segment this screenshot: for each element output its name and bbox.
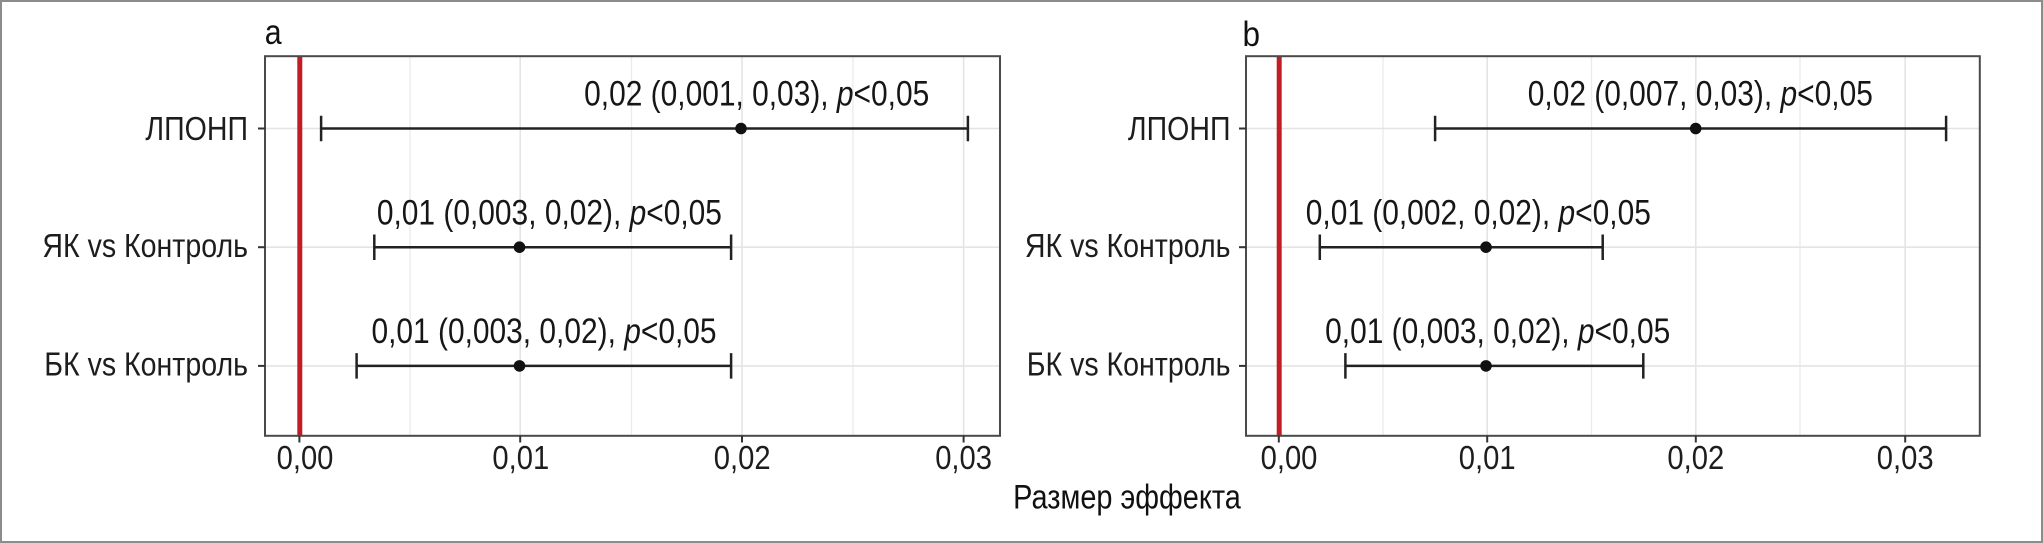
- svg-text:0,02: 0,02: [1667, 439, 1724, 476]
- svg-text:0,02 (0,007, 0,03), p<0,05: 0,02 (0,007, 0,03), p<0,05: [1528, 74, 1873, 113]
- svg-text:БК vs Контроль: БК vs Контроль: [1027, 346, 1231, 383]
- svg-text:ЯК vs Контроль: ЯК vs Контроль: [1025, 227, 1231, 264]
- svg-text:0,03: 0,03: [1877, 439, 1934, 476]
- svg-text:0,01 (0,003, 0,02), p<0,05: 0,01 (0,003, 0,02), p<0,05: [1325, 312, 1670, 351]
- svg-text:Размер эффекта: Размер эффекта: [1013, 477, 1241, 516]
- svg-text:БК vs Контроль: БК vs Контроль: [44, 346, 248, 383]
- svg-text:0,01 (0,002, 0,02), p<0,05: 0,01 (0,002, 0,02), p<0,05: [1306, 194, 1651, 233]
- svg-text:0,02 (0,001, 0,03), p<0,05: 0,02 (0,001, 0,03), p<0,05: [584, 74, 929, 113]
- svg-text:0,01: 0,01: [492, 439, 549, 476]
- svg-text:a: a: [265, 12, 283, 52]
- svg-text:ЛПОНП: ЛПОНП: [1128, 110, 1231, 147]
- svg-text:0,01 (0,003, 0,02), p<0,05: 0,01 (0,003, 0,02), p<0,05: [377, 194, 722, 233]
- svg-text:0,03: 0,03: [935, 439, 992, 476]
- svg-text:0,01: 0,01: [1459, 439, 1516, 476]
- svg-text:ЛПОНП: ЛПОНП: [145, 110, 248, 147]
- svg-text:0,02: 0,02: [714, 439, 771, 476]
- svg-text:b: b: [1243, 16, 1261, 55]
- svg-text:0,00: 0,00: [277, 439, 334, 476]
- svg-text:0,00: 0,00: [1261, 439, 1318, 476]
- svg-text:ЯК vs Контроль: ЯК vs Контроль: [42, 227, 248, 264]
- svg-text:0,01 (0,003, 0,02), p<0,05: 0,01 (0,003, 0,02), p<0,05: [371, 312, 716, 351]
